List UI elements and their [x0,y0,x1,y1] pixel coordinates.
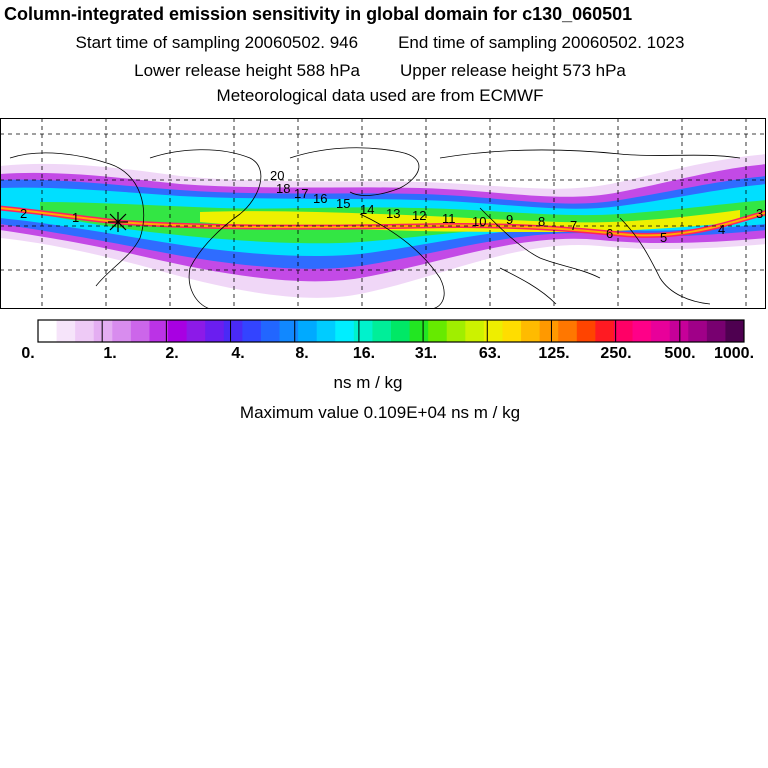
colorbar-swatch [223,320,243,342]
colorbar-swatch [576,320,596,342]
colorbar-swatch [186,320,206,342]
traj-label-18: 18 [276,181,290,196]
colorbar-swatch [688,320,708,342]
traj-label-9: 9 [506,212,513,227]
colorbar-swatch [242,320,262,342]
colorbar-swatch [168,320,188,342]
colorbar-tick-label: 16. [352,345,376,362]
coastlines [9,147,741,309]
colorbar-tick-label: 2. [165,345,179,362]
colorbar-swatch [465,320,485,342]
colorbar-tick-label: 4. [231,345,245,362]
colorbar-swatch [483,320,503,342]
colorbar-swatch [706,320,726,342]
traj-label-15: 15 [336,196,350,211]
colorbar-swatch [446,320,466,342]
colorbar-swatch [112,320,132,342]
colorbar-swatch [260,320,281,342]
colorbar-swatch [669,320,689,342]
met-data-line: Meteorological data used are from ECMWF [216,86,544,105]
traj-label-16: 16 [313,191,327,206]
traj-label-13: 13 [386,206,400,221]
colorbar-swatch [428,320,448,342]
release-point-marker [108,212,128,232]
upper-height-label: Upper release height 573 hPa [400,61,626,80]
traj-label-7: 7 [570,218,577,233]
traj-label-1: 1 [72,210,79,225]
traj-label-20: 20 [270,168,284,183]
colorbar-tick-label: 8. [295,345,309,362]
colorbar-tick-label: 1000. [713,345,755,362]
colorbar-tick-label: 31. [414,345,438,362]
colorbar-swatch [205,320,225,342]
colorbar-swatch [613,320,634,342]
colorbar-swatch [372,320,392,342]
colorbar-tick-label: 500. [664,345,696,362]
colorbar-swatch [279,320,299,342]
colorbar-tick-label: 0. [21,345,35,362]
end-time-label: End time of sampling 20060502. 1023 [398,33,685,52]
colorbar-swatch [149,320,169,342]
traj-label-2: 2 [20,206,27,221]
max-value-label: Maximum value 0.109E+04 ns m / kg [239,403,521,422]
colorbar-swatch [539,320,559,342]
colorbar [37,319,745,343]
traj-label-12: 12 [412,208,426,223]
traj-label-10: 10 [472,214,486,229]
lower-height-label: Lower release height 588 hPa [134,61,360,80]
traj-label-3: 3 [756,206,763,221]
colorbar-swatch [409,320,429,342]
colorbar-swatch [335,320,355,342]
colorbar-tick-label: 250. [600,345,632,362]
traj-label-8: 8 [538,214,545,229]
sensitivity-map: 2 1 20 18 17 16 15 14 13 12 11 10 9 8 7 … [0,118,766,309]
page-title: Column-integrated emission sensitivity i… [4,4,633,24]
map-frame [0,118,766,309]
colorbar-swatch [391,320,411,342]
colorbar-swatch [75,320,95,342]
traj-label-17: 17 [294,186,308,201]
sampling-time-line: Start time of sampling 20060502. 946 End … [0,33,764,53]
colorbar-frame [37,319,745,343]
traj-label-11: 11 [442,211,456,226]
colorbar-swatch [130,320,150,342]
traj-label-14: 14 [360,202,374,217]
colorbar-swatch [632,320,652,342]
colorbar-tick-label: 125. [538,345,570,362]
colorbar-swatch [558,320,578,342]
colorbar-swatch [651,320,671,342]
release-height-line: Lower release height 588 hPa Upper releas… [0,61,764,81]
colorbar-swatch [595,320,615,342]
colorbar-swatch [502,320,522,342]
traj-label-5: 5 [660,230,667,245]
traj-label-4: 4 [718,222,725,237]
traj-label-6: 6 [606,226,613,241]
colorbar-swatch [316,320,336,342]
colorbar-tick-label: 1. [103,345,117,362]
start-time-label: Start time of sampling 20060502. 946 [75,33,359,52]
colorbar-tick-label: 63. [478,345,502,362]
colorbar-swatch [93,320,113,342]
colorbar-swatch [521,320,541,342]
unit-label: ns m / kg [333,373,403,392]
colorbar-swatch [298,320,318,342]
colorbar-swatch [353,320,373,342]
colorbar-swatch [56,320,76,342]
colorbar-swatch [725,320,745,342]
colorbar-swatch [38,320,58,342]
